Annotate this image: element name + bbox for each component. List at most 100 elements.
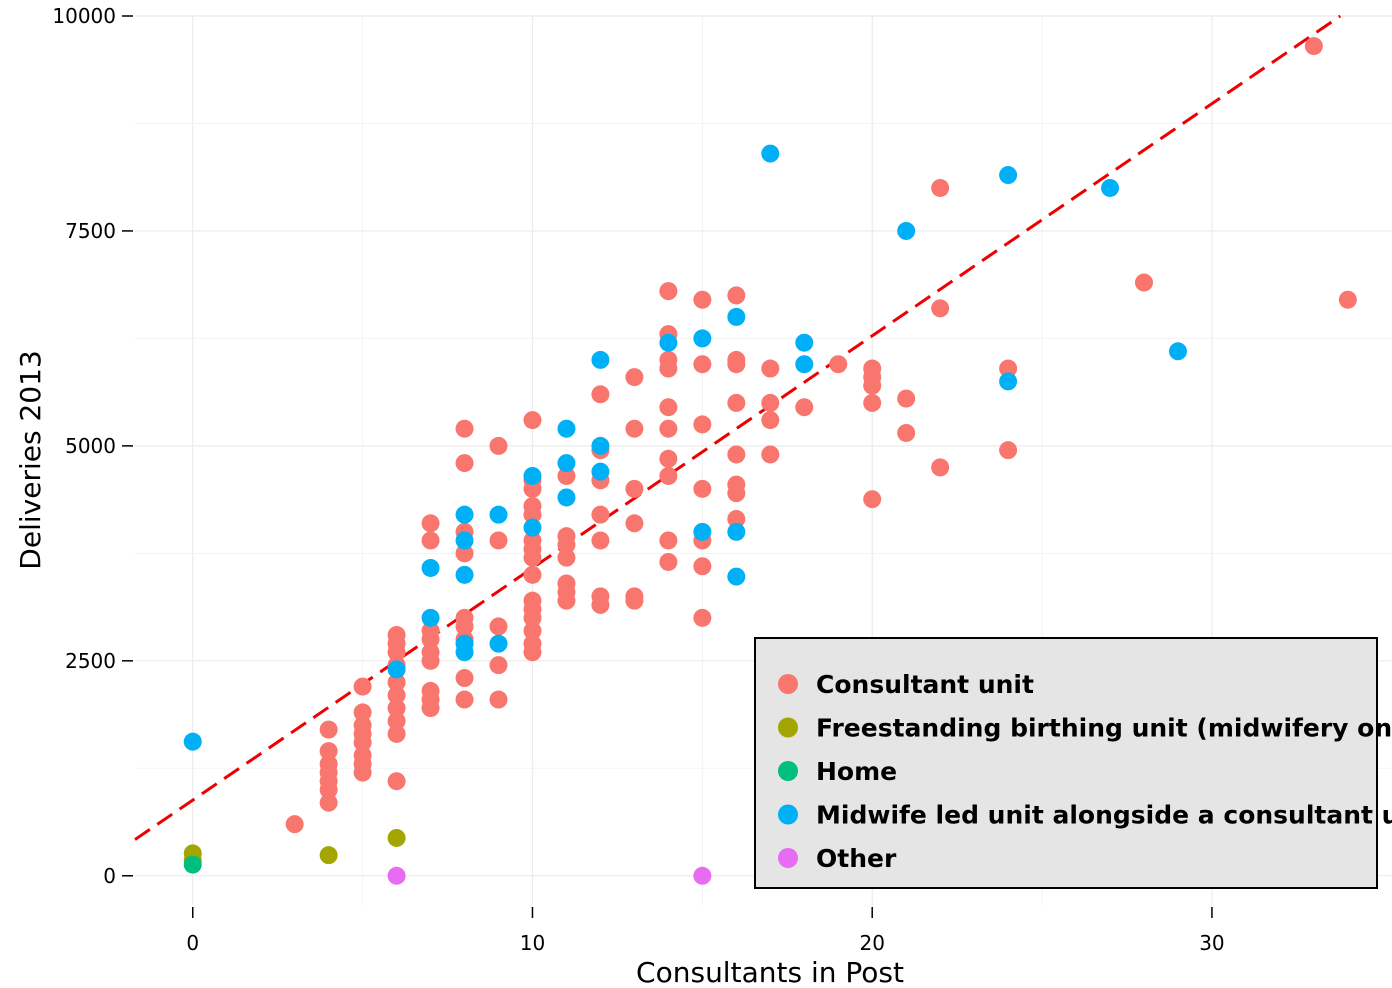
- x-tick-label: 0: [186, 931, 199, 955]
- data-point: [591, 587, 610, 606]
- data-point: [489, 656, 508, 675]
- data-point: [795, 333, 814, 352]
- data-point: [659, 333, 678, 352]
- data-point: [625, 587, 644, 606]
- data-point: [693, 866, 712, 885]
- x-axis-title: Consultants in Post: [636, 956, 904, 988]
- data-point: [421, 531, 440, 550]
- data-point: [931, 458, 950, 477]
- data-point: [421, 621, 440, 640]
- data-point: [387, 626, 406, 645]
- data-point: [897, 221, 916, 240]
- series-home: [183, 855, 202, 874]
- data-point: [659, 552, 678, 571]
- data-point: [625, 368, 644, 387]
- data-point: [727, 307, 746, 326]
- data-point: [795, 355, 814, 374]
- data-point: [353, 716, 372, 735]
- data-point: [557, 454, 576, 473]
- data-point: [319, 742, 338, 761]
- data-point: [489, 436, 508, 455]
- data-point: [319, 754, 338, 773]
- y-axis-title: Deliveries 2013: [14, 350, 47, 569]
- data-point: [727, 445, 746, 464]
- legend-marker: [778, 717, 798, 738]
- data-point: [1134, 273, 1153, 292]
- data-point: [727, 509, 746, 528]
- data-point: [761, 445, 780, 464]
- y-tick-label: 2500: [65, 649, 116, 673]
- data-point: [421, 514, 440, 533]
- data-point: [761, 359, 780, 378]
- data-point: [591, 462, 610, 481]
- data-point: [931, 178, 950, 197]
- data-point: [591, 385, 610, 404]
- data-point: [999, 166, 1018, 185]
- data-point: [591, 436, 610, 455]
- data-point: [489, 634, 508, 653]
- x-tick-label: 30: [1199, 931, 1224, 955]
- data-point: [489, 531, 508, 550]
- data-point: [319, 793, 338, 812]
- data-point: [625, 479, 644, 498]
- legend-box: [754, 637, 1378, 889]
- data-point: [693, 522, 712, 541]
- legend-label: Home: [816, 757, 897, 786]
- data-point: [659, 449, 678, 468]
- data-point: [455, 419, 474, 438]
- data-point: [591, 531, 610, 550]
- legend: Consultant unit Freestanding birthing uni…: [754, 637, 1392, 889]
- data-point: [1304, 37, 1323, 56]
- data-point: [489, 617, 508, 636]
- data-point: [897, 389, 916, 408]
- data-point: [1101, 178, 1120, 197]
- data-point: [455, 544, 474, 563]
- data-point: [523, 518, 542, 537]
- data-point: [455, 565, 474, 584]
- data-point: [489, 505, 508, 524]
- data-point: [183, 855, 202, 874]
- data-point: [761, 393, 780, 412]
- data-point: [659, 419, 678, 438]
- data-point: [727, 350, 746, 369]
- data-point: [455, 608, 474, 627]
- data-point: [523, 621, 542, 640]
- data-point: [625, 419, 644, 438]
- data-point: [693, 415, 712, 434]
- data-point: [897, 423, 916, 442]
- y-tick-label: 7500: [65, 219, 116, 243]
- data-point: [387, 699, 406, 718]
- data-point: [761, 411, 780, 430]
- data-point: [353, 703, 372, 722]
- data-point: [829, 355, 848, 374]
- data-point: [387, 828, 406, 847]
- data-point: [693, 290, 712, 309]
- y-tick-label: 10000: [52, 4, 116, 28]
- legend-marker: [778, 804, 798, 825]
- data-point: [727, 475, 746, 494]
- data-point: [693, 557, 712, 576]
- data-point: [387, 673, 406, 692]
- data-point: [557, 548, 576, 567]
- data-point: [693, 329, 712, 348]
- data-point: [625, 514, 644, 533]
- legend-label: Freestanding birthing unit (midwifery on…: [816, 714, 1392, 743]
- trend-line: [134, 14, 1342, 841]
- data-point: [795, 398, 814, 417]
- data-point: [557, 574, 576, 593]
- data-point: [455, 531, 474, 550]
- data-point: [387, 660, 406, 679]
- data-point: [727, 567, 746, 586]
- data-point: [455, 454, 474, 473]
- data-point: [591, 350, 610, 369]
- data-point: [523, 565, 542, 584]
- data-point: [931, 299, 950, 318]
- data-point: [421, 558, 440, 577]
- series-freestanding-birthing-unit-midwifery-only: [183, 828, 406, 870]
- data-point: [863, 359, 882, 378]
- data-point: [999, 359, 1018, 378]
- data-point: [557, 466, 576, 485]
- data-point: [489, 690, 508, 709]
- data-point: [523, 466, 542, 485]
